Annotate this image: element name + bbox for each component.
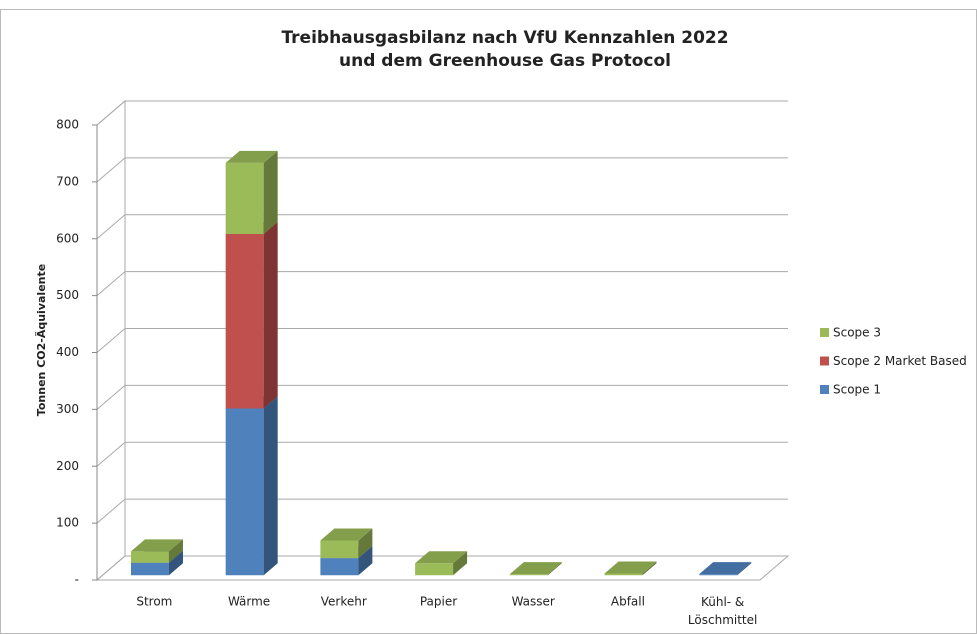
x-tick-label: Strom bbox=[136, 595, 172, 609]
bar-face bbox=[699, 574, 738, 576]
y-tick-label: 700 bbox=[56, 174, 79, 188]
bar-face bbox=[320, 528, 373, 541]
y-tick-label: 500 bbox=[56, 288, 79, 302]
bar-face bbox=[358, 528, 373, 559]
x-tick-label: Abfall bbox=[611, 595, 645, 609]
y-axis-label: Tonnen CO2-Äquivalente bbox=[34, 264, 48, 416]
bar-face bbox=[415, 551, 468, 564]
grid-line bbox=[96, 555, 788, 581]
grid-line bbox=[96, 328, 788, 353]
bar-face bbox=[130, 562, 169, 576]
legend-label: Scope 1 bbox=[833, 383, 881, 397]
y-tick-label: 100 bbox=[56, 516, 79, 530]
bar-face bbox=[604, 573, 643, 576]
legend-label: Scope 2 Market Based bbox=[833, 354, 967, 368]
legend-swatch bbox=[820, 385, 829, 394]
bar-face bbox=[699, 562, 752, 575]
bar-segment bbox=[320, 528, 373, 559]
legend-label: Scope 3 bbox=[833, 326, 881, 340]
bar-face bbox=[263, 396, 278, 576]
bar-face bbox=[168, 539, 183, 563]
x-tick-label: Wärme bbox=[228, 595, 270, 609]
bar-face bbox=[358, 546, 373, 576]
bar-segment bbox=[604, 561, 657, 576]
bar-face bbox=[509, 562, 562, 575]
bar-face bbox=[130, 539, 183, 552]
bar-segment bbox=[415, 551, 468, 576]
bar-face bbox=[604, 561, 657, 574]
bar-segment bbox=[130, 539, 183, 563]
bar-segment bbox=[225, 150, 278, 234]
y-tick-label: 400 bbox=[56, 345, 79, 359]
x-tick-label: Kühl- & Löschmittel bbox=[688, 595, 757, 627]
bar-face bbox=[320, 558, 359, 576]
grid-line bbox=[96, 100, 788, 126]
bar-face bbox=[225, 408, 264, 576]
bar-face bbox=[509, 574, 548, 576]
bar-face bbox=[225, 150, 278, 163]
legend-swatch bbox=[820, 328, 829, 337]
y-tick-label: 300 bbox=[56, 402, 79, 416]
bar-segment bbox=[225, 221, 278, 409]
bar-face bbox=[263, 221, 278, 409]
y-tick-label: 600 bbox=[56, 231, 79, 245]
bar-face bbox=[320, 540, 359, 559]
legend-swatch bbox=[820, 356, 829, 366]
bar-face bbox=[225, 162, 264, 234]
bar-segment bbox=[509, 562, 562, 576]
bar-segment bbox=[699, 562, 752, 576]
grid-line bbox=[96, 498, 788, 524]
bar-face bbox=[263, 150, 278, 234]
y-tick-label: - bbox=[75, 573, 79, 587]
grid-line bbox=[96, 271, 788, 297]
y-tick-label: 200 bbox=[56, 459, 79, 473]
bar-face bbox=[547, 562, 562, 576]
grid-line bbox=[96, 157, 788, 183]
grid-line bbox=[96, 441, 788, 467]
bar-face bbox=[415, 563, 454, 576]
x-tick-label: Papier bbox=[420, 595, 457, 609]
bar-face bbox=[453, 551, 468, 576]
bar-face bbox=[225, 233, 264, 409]
y-tick-label: 800 bbox=[56, 118, 79, 132]
frame bbox=[0, 9, 977, 634]
grid-line bbox=[96, 214, 788, 240]
chart-title: Treibhausgasbilanz nach VfU Kennzahlen 2… bbox=[281, 28, 728, 71]
grid-line bbox=[96, 384, 788, 410]
x-tick-label: Verkehr bbox=[321, 595, 367, 609]
bar-face bbox=[642, 561, 657, 576]
x-tick-label: Wasser bbox=[512, 595, 555, 609]
bar-face bbox=[737, 562, 752, 576]
bar-face bbox=[130, 551, 169, 563]
bar-segment bbox=[225, 396, 278, 576]
bar-face bbox=[168, 550, 183, 576]
